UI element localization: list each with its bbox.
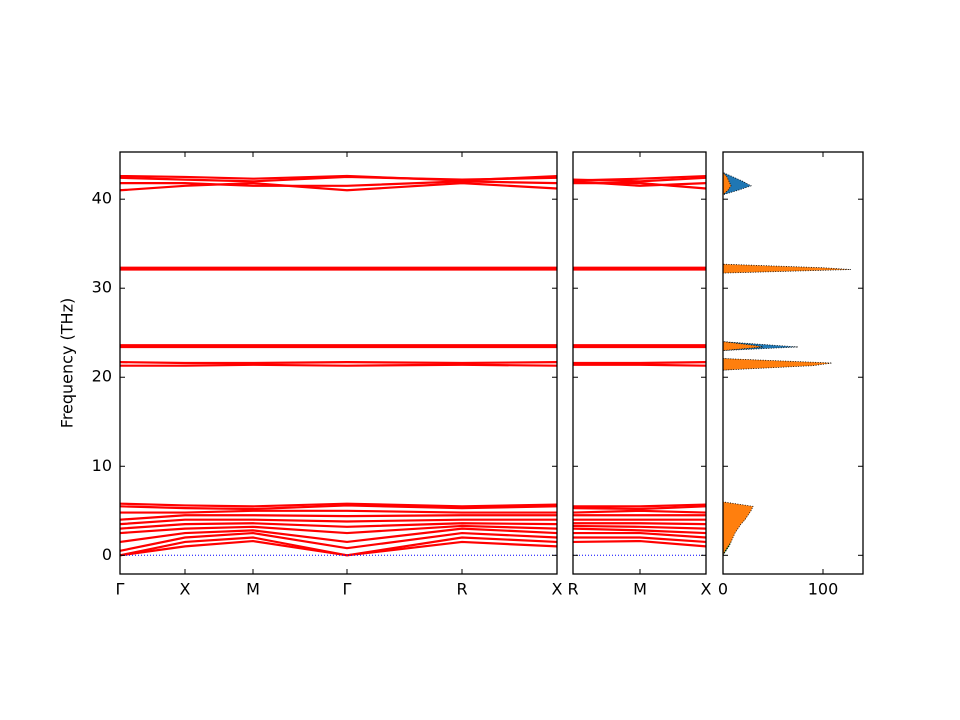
band-line	[119, 174, 558, 182]
band-line	[120, 509, 557, 514]
x-tick-label: Γ	[116, 580, 125, 599]
y-tick-label: 0	[102, 545, 112, 564]
band-line	[573, 363, 707, 367]
x-tick-label: X	[552, 580, 563, 599]
band-line	[119, 502, 558, 508]
band-line	[119, 522, 558, 530]
band-line	[119, 524, 558, 535]
band-line	[119, 531, 558, 552]
y-tick-label: 20	[92, 367, 112, 386]
band-line	[573, 503, 707, 508]
band-line	[119, 539, 558, 557]
band-line	[572, 174, 707, 182]
x-tick-label: R	[567, 580, 578, 599]
band-line	[572, 524, 707, 530]
band-line	[573, 522, 707, 526]
y-tick-label: 40	[92, 189, 112, 208]
band-line	[572, 509, 707, 514]
x-tick-label: 100	[808, 580, 839, 599]
y-tick-label: 10	[92, 456, 112, 475]
band-line	[120, 180, 558, 187]
band-line	[572, 539, 707, 548]
band-line	[120, 363, 558, 367]
x-tick-label: X	[701, 580, 712, 599]
band-line	[572, 505, 707, 511]
band-line	[119, 514, 557, 521]
band-line	[573, 361, 707, 365]
panel-frame	[119, 151, 558, 575]
band-line	[572, 527, 707, 535]
band-line	[119, 504, 558, 511]
x-tick-label: X	[180, 580, 191, 599]
x-tick-label: Γ	[343, 580, 352, 599]
x-tick-label: M	[633, 580, 647, 599]
band-line	[119, 361, 558, 365]
x-tick-label: M	[246, 580, 260, 599]
band-line	[573, 536, 707, 544]
band-line	[572, 180, 707, 187]
band-line	[119, 518, 557, 526]
x-tick-label: 0	[718, 580, 728, 599]
band-line	[119, 527, 558, 544]
y-tick-label: 30	[92, 278, 112, 297]
band-line	[573, 531, 707, 539]
x-tick-label: R	[456, 580, 467, 599]
dos-area	[722, 171, 852, 556]
y-axis-label: Frequency (THz)	[58, 298, 77, 428]
panel-frame	[722, 151, 864, 575]
band-line	[119, 536, 558, 557]
